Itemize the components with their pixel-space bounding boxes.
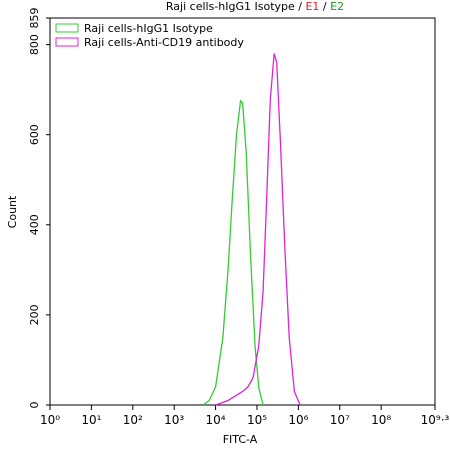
histogram-line <box>202 99 264 406</box>
plot-frame <box>49 17 436 406</box>
legend-label: Raji cells-hIgG1 Isotype <box>84 22 213 35</box>
y-tick-label: 800 <box>28 34 41 55</box>
legend-swatch <box>55 37 79 47</box>
x-tick-label: 10⁴ <box>206 413 226 427</box>
x-tick-label: 10² <box>123 413 143 427</box>
title-segment: / <box>319 0 330 13</box>
title-segment: E2 <box>330 0 344 13</box>
y-tick-label: 200 <box>28 304 41 325</box>
chart-title: Raji cells-hIgG1 Isotype / E1 / E2 <box>166 0 344 13</box>
x-tick-label: 10⁹·³ <box>421 413 450 427</box>
legend-label: Raji cells-Anti-CD19 antibody <box>84 36 244 49</box>
x-tick-label: 10⁷ <box>330 413 350 427</box>
title-segment: Raji cells-hIgG1 Isotype / <box>166 0 306 13</box>
x-axis-label: FITC-A <box>223 433 258 446</box>
y-tick-label: 600 <box>28 124 41 145</box>
x-tick-label: 10⁵ <box>247 413 267 427</box>
x-tick-label: 10¹ <box>81 413 101 427</box>
x-tick-label: 10⁰ <box>40 413 60 427</box>
x-tick-label: 10⁶ <box>288 413 308 427</box>
y-tick-label: 859 <box>28 8 41 29</box>
legend-swatch <box>55 23 79 33</box>
histogram-line <box>215 53 301 406</box>
x-tick-label: 10⁸ <box>371 413 391 427</box>
y-axis-label: Count <box>6 195 19 228</box>
x-tick-label: 10³ <box>164 413 184 427</box>
title-segment: E1 <box>305 0 319 13</box>
y-tick-label: 400 <box>28 214 41 235</box>
y-tick-label: 0 <box>28 402 41 409</box>
